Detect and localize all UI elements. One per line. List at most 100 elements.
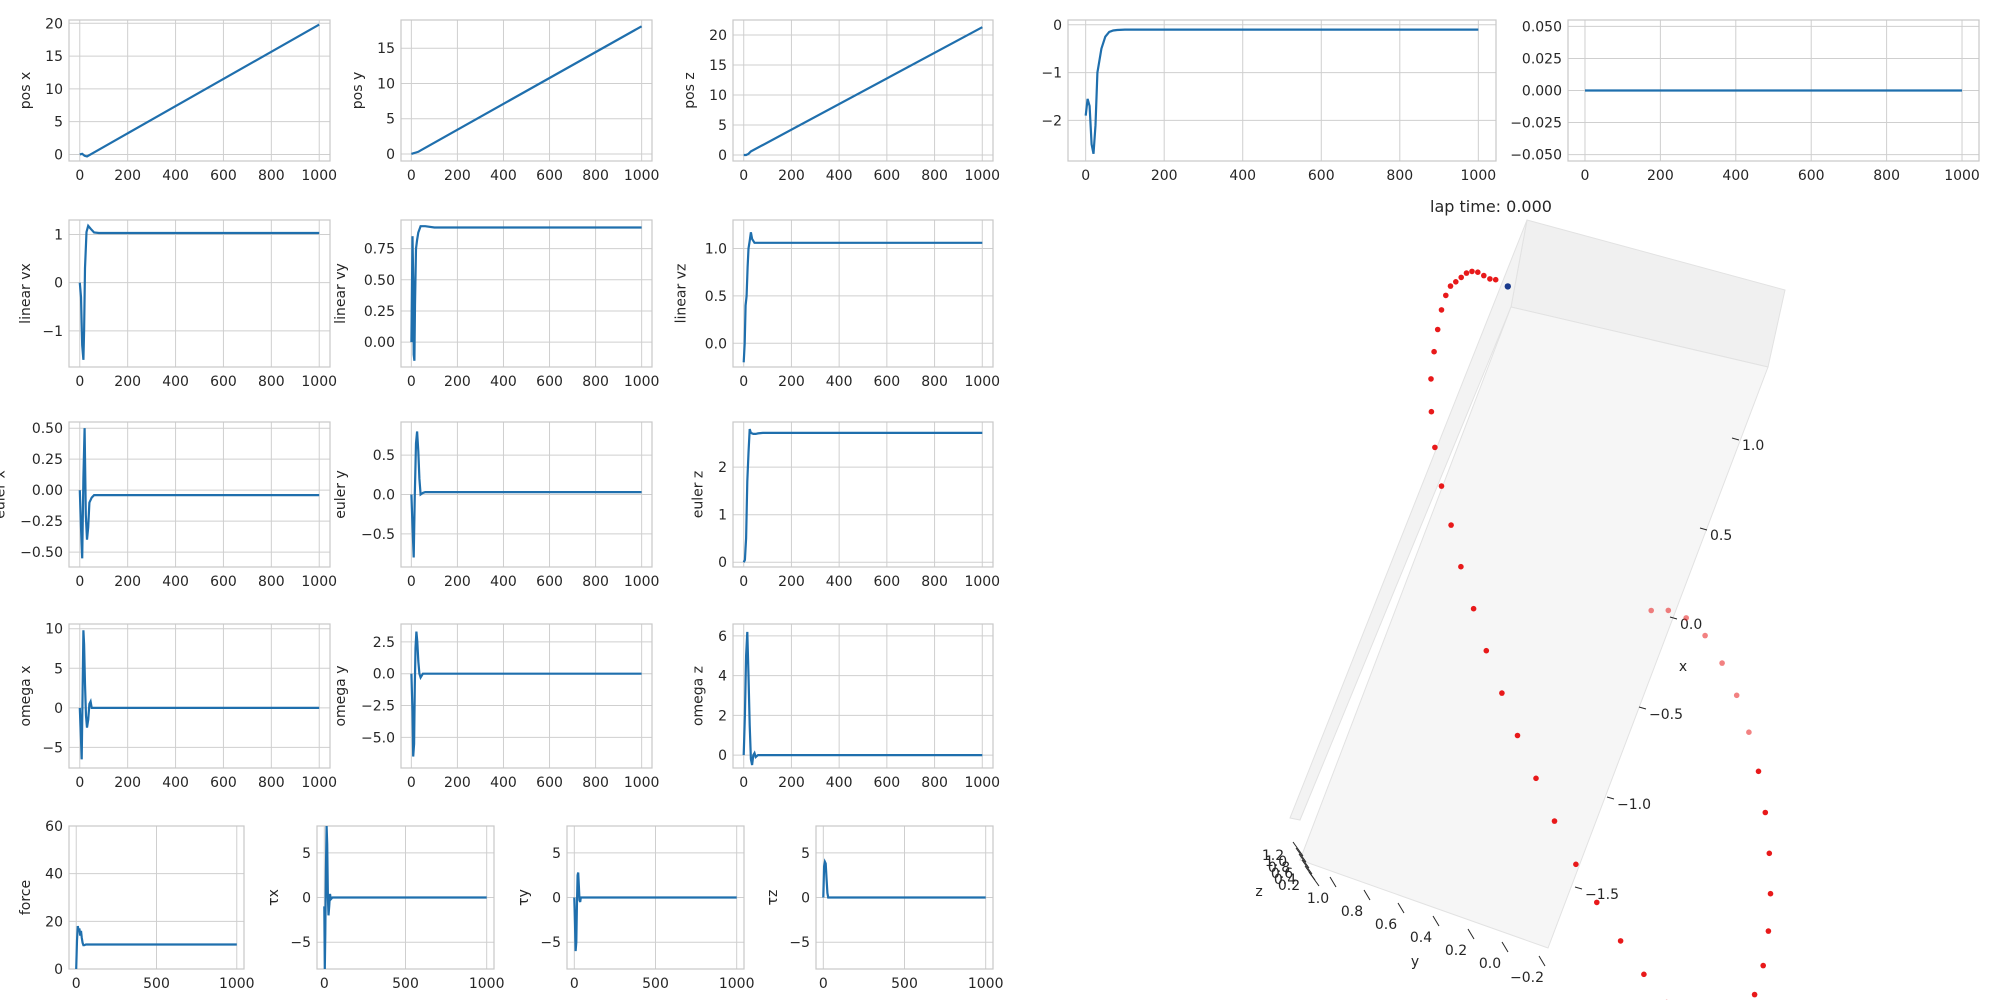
z-axis-tick-label: 0.4	[1274, 872, 1296, 888]
series-line	[742, 232, 983, 363]
trajectory-point	[1719, 660, 1725, 666]
subplot-3: 0 200 400 600 800 1000 0 −1 −2	[1041, 18, 1497, 184]
y-tick-label: 5	[54, 661, 63, 677]
series-line	[1084, 28, 1479, 155]
trajectory-point	[1432, 444, 1438, 451]
y-tick-label: 15	[377, 41, 395, 57]
y-tick-label: −2	[1041, 113, 1062, 129]
x-tick-label: 1000	[719, 976, 755, 992]
y-axis-label: τx	[266, 889, 282, 906]
subplot-9: 0 200 400 600 800 1000 0.5 0.0 −0.5 euler y	[333, 421, 659, 590]
trajectory-point	[1765, 928, 1772, 934]
y-axis-tick	[1501, 941, 1509, 953]
x-tick-label: 200	[1151, 168, 1178, 184]
z-axis-tick	[1301, 859, 1313, 875]
trajectory-point	[1533, 775, 1539, 782]
y-tick-label: −1	[42, 324, 63, 340]
x-axis-tick	[1606, 796, 1615, 800]
trajectory-3d-plot: 1.00.50.0−0.5−1.0−1.5x1.00.80.60.40.20.0…	[1255, 219, 1786, 1000]
y-axis-label: omega z	[691, 666, 707, 726]
trajectory-point	[1443, 292, 1449, 299]
y-tick-label: 0.75	[364, 242, 395, 258]
y-tick-label: 20	[709, 28, 727, 44]
x-tick-label: 500	[642, 976, 669, 992]
x-tick-label: 400	[162, 775, 189, 791]
x-tick-label: 0	[407, 168, 416, 184]
axes-frame	[316, 825, 495, 970]
y-tick-label: −0.25	[20, 514, 63, 530]
trajectory-point	[1438, 307, 1445, 313]
x-tick-label: 800	[1873, 168, 1900, 184]
subplot-1: 0 200 400 600 800 1000 0 5 10 15 pos y	[350, 19, 660, 184]
y-tick-label: −5.0	[361, 730, 395, 746]
x-tick-label: 800	[921, 574, 948, 590]
trajectory-point	[1481, 272, 1487, 279]
x-tick-label: 400	[162, 374, 189, 390]
trajectory-point	[1551, 818, 1558, 824]
x-axis-tick-label: −1.0	[1617, 797, 1651, 813]
trajectory-point	[1641, 971, 1647, 978]
trajectory-point	[1683, 615, 1689, 621]
series-line	[742, 428, 983, 563]
x-tick-label: 800	[1386, 168, 1413, 184]
x-tick-label: 400	[826, 168, 853, 184]
trajectory-point	[1487, 276, 1493, 282]
series-line	[743, 26, 983, 157]
y-tick-label: 5	[302, 846, 311, 862]
y-tick-label: 10	[45, 82, 63, 98]
series-line	[79, 23, 320, 158]
y-tick-label: 0	[801, 891, 810, 907]
x-tick-label: 400	[490, 374, 517, 390]
y-axis-tick-label: 0.6	[1375, 917, 1397, 933]
x-tick-label: 200	[444, 574, 471, 590]
x-tick-label: 0	[739, 574, 748, 590]
x-tick-label: 1000	[964, 168, 1000, 184]
trajectory-point	[1470, 605, 1477, 612]
x-tick-label: 200	[114, 574, 141, 590]
y-tick-label: 0.0	[373, 667, 395, 683]
subplot-0: 0 200 400 600 800 1000 0 5 10 15 20 pos x	[18, 16, 337, 184]
subplot-8: 0 200 400 600 800 1000 0.50 0.25 0.00 −0.25 −0.50 e…	[0, 421, 337, 590]
y-tick-label: 2.5	[373, 635, 395, 651]
x-tick-label: 800	[582, 775, 609, 791]
trajectory-point	[1702, 632, 1708, 639]
y-tick-label: 5	[718, 118, 727, 134]
y-axis-label: τy	[516, 889, 532, 906]
x-axis-tick-label: 0.0	[1680, 617, 1702, 633]
subplot-14: 0 500 1000 0 20 40 60 force	[18, 819, 255, 992]
x-tick-label: 200	[444, 168, 471, 184]
subplot-12: 0 200 400 600 800 1000 2.5 0.0 −2.5 −5.0 omega y	[333, 623, 659, 791]
x-tick-label: 0	[407, 775, 416, 791]
x-tick-label: 400	[162, 168, 189, 184]
x-tick-label: 800	[921, 374, 948, 390]
y-tick-label: 0.50	[364, 273, 395, 289]
y-axis-tick	[1467, 928, 1475, 940]
y-tick-label: 0	[54, 276, 63, 292]
figure-title: lap time: 0.000	[1430, 197, 1552, 216]
x-tick-label: 800	[258, 574, 285, 590]
x-tick-label: 1000	[219, 976, 255, 992]
y-tick-label: 5	[54, 115, 63, 131]
x-axis-tick	[1574, 886, 1583, 890]
series-line	[822, 858, 986, 899]
x-tick-label: 400	[162, 574, 189, 590]
series-line	[78, 630, 320, 760]
y-tick-label: 0	[54, 962, 63, 978]
y-tick-label: 0	[54, 701, 63, 717]
x-tick-label: 200	[444, 374, 471, 390]
axes-frame	[68, 219, 331, 368]
x-tick-label: 1000	[624, 374, 660, 390]
y-axis-label: y	[1411, 954, 1419, 970]
x-tick-label: 200	[114, 168, 141, 184]
x-tick-label: 1000	[624, 168, 660, 184]
axes-frame	[68, 825, 245, 970]
x-tick-label: 0	[739, 374, 748, 390]
y-tick-label: 0	[386, 147, 395, 163]
x-tick-label: 200	[114, 775, 141, 791]
x-tick-label: 1000	[301, 374, 337, 390]
y-tick-label: 60	[45, 819, 63, 835]
y-tick-label: 0.25	[364, 304, 395, 320]
trajectory-point	[1573, 861, 1579, 868]
y-tick-label: 0	[54, 147, 63, 163]
x-tick-label: 400	[490, 775, 517, 791]
